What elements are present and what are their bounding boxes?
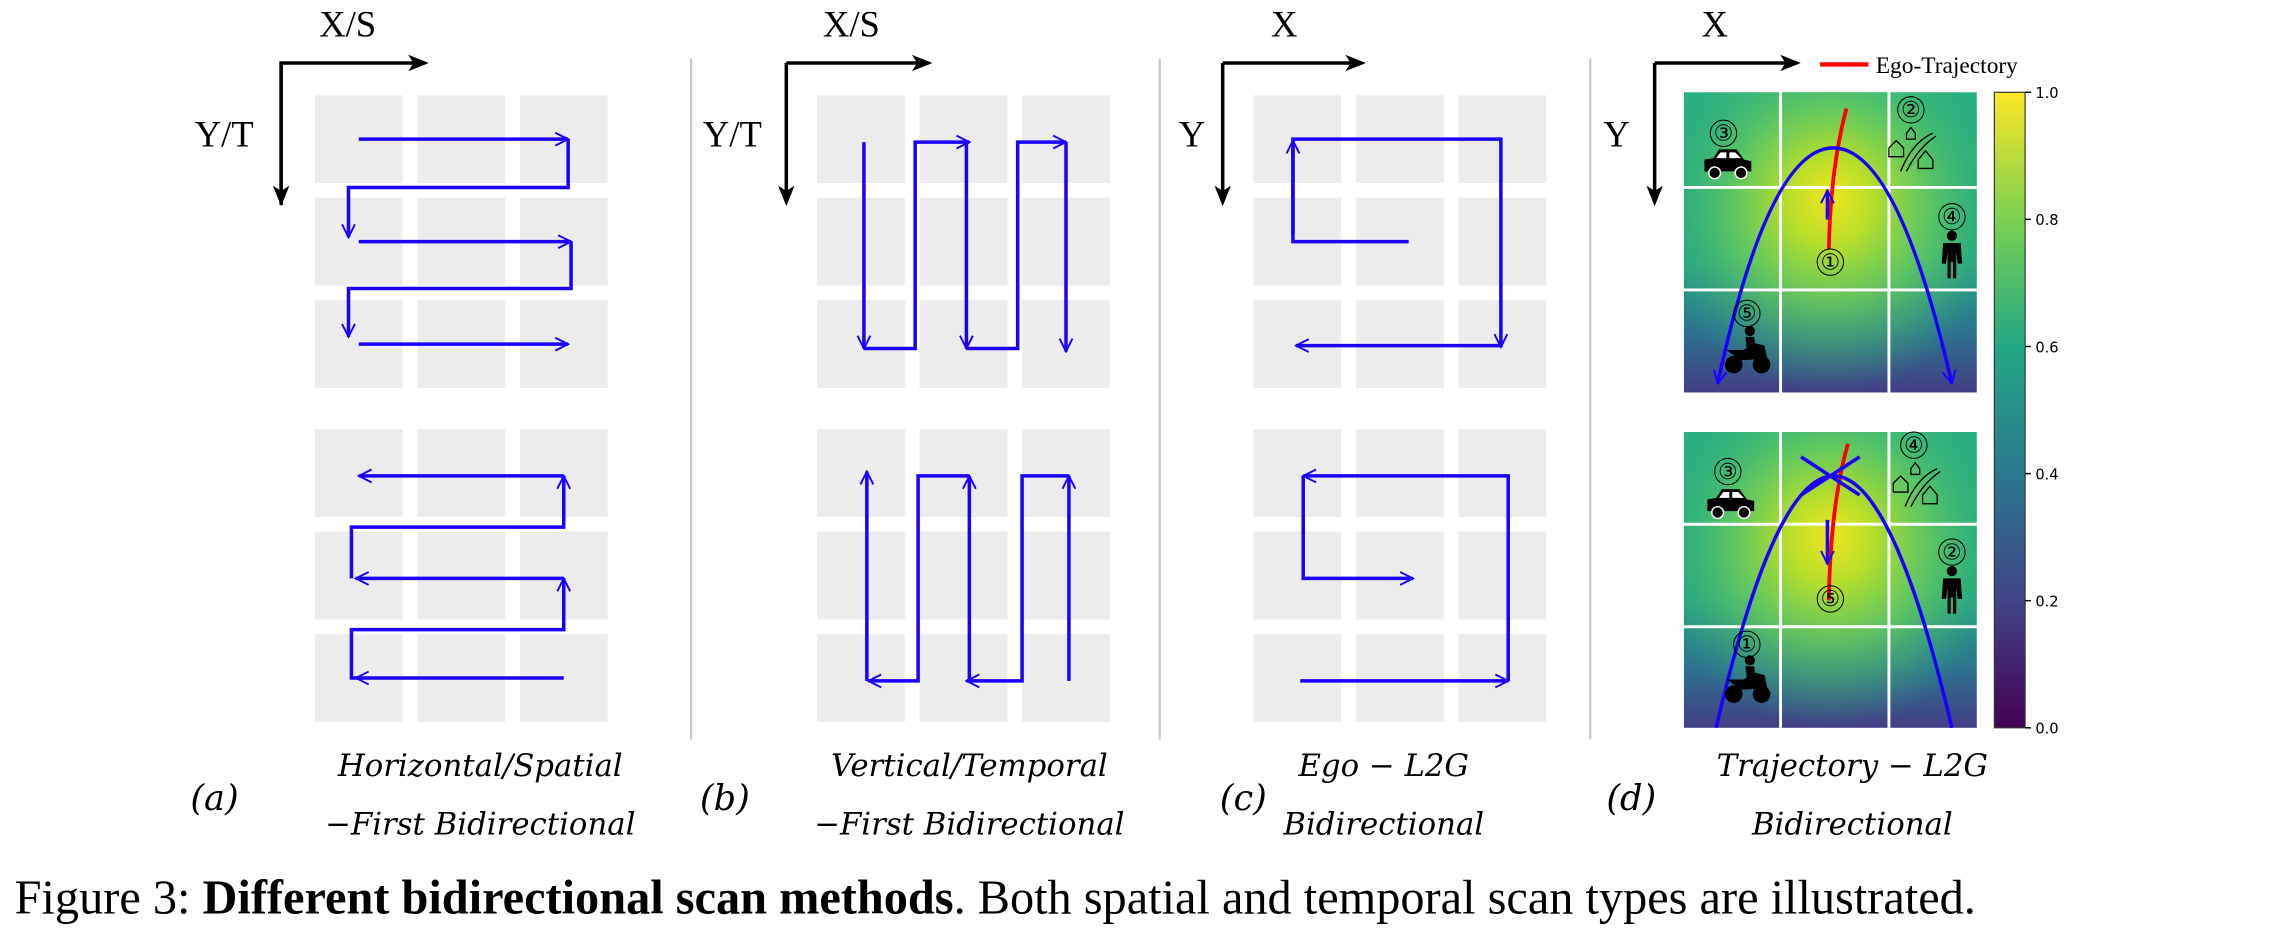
- y-axis-label: Y/T: [703, 113, 762, 154]
- ego-trajectory: [1826, 443, 1850, 601]
- panel-label: (c): [1220, 778, 1267, 819]
- object-3: ③: [1703, 119, 1753, 180]
- colorbar-tick-label: 0.0: [2035, 721, 2058, 738]
- grid-temporal: [817, 429, 1110, 722]
- colorbar-tick-label: 0.4: [2035, 466, 2058, 483]
- scan-forward: [864, 142, 1066, 351]
- svg-text:④: ④: [1942, 205, 1962, 230]
- colorbar-tick-label: 0.6: [2035, 339, 2058, 356]
- svg-text:③: ③: [1714, 122, 1734, 147]
- legend-label: Ego-Trajectory: [1876, 53, 2018, 79]
- object-3: ③: [1706, 457, 1755, 520]
- caption-line-1: Vertical/Temporal: [831, 748, 1108, 784]
- object-2: ②: [1888, 96, 1937, 173]
- svg-text:⑤: ⑤: [1737, 302, 1757, 327]
- caption-line-2: Bidirectional: [1282, 807, 1484, 843]
- grid-temporal: [1253, 429, 1547, 722]
- panel-label: (a): [190, 778, 238, 819]
- colorbar-tick-label: 1.0: [2035, 85, 2058, 102]
- panel-d: X Y Ego-Trajectory ③ ② ④ ① ⑤: [1603, 4, 2058, 843]
- l2g-scan-arc: [1718, 146, 1834, 384]
- grid-temporal: [314, 429, 608, 722]
- caption-line-1: Trajectory − L2G: [1717, 748, 1988, 784]
- axes: X Y: [1179, 4, 1366, 207]
- svg-text:③: ③: [1718, 460, 1738, 485]
- scan-backward: [349, 476, 563, 678]
- object-1: ①: [1724, 630, 1771, 703]
- panel-c: X Y (c) Ego − L2G Bidirectional: [1179, 4, 1547, 843]
- colorbar: 1.0 0.8 0.6 0.4 0.2 0.0: [1993, 85, 2059, 738]
- y-axis-label: Y/T: [195, 113, 254, 154]
- x-axis-label: X/S: [319, 4, 376, 45]
- scan-forward: [349, 139, 573, 344]
- panel-label: (d): [1606, 778, 1656, 819]
- caption-line-2: Bidirectional: [1751, 807, 1953, 843]
- svg-text:②: ②: [1901, 98, 1921, 123]
- y-axis-label: Y: [1603, 113, 1629, 154]
- axes: X Y: [1603, 4, 1801, 207]
- scan-ego-forward: [1293, 137, 1501, 347]
- svg-text:①: ①: [1737, 633, 1757, 658]
- object-4: ④: [1938, 203, 1966, 279]
- scan-ego-backward: [1300, 476, 1510, 681]
- x-axis-label: X: [1702, 4, 1728, 45]
- panel-b: X/S Y/T (b) Vertical/Temporal: [700, 4, 1125, 843]
- heatmap-temporal: ③ ④ ② ⑤ ①: [1683, 431, 1977, 729]
- object-5: ⑤: [1724, 299, 1771, 374]
- caption-line-2: −First Bidirectional: [814, 807, 1124, 843]
- axes: X/S Y/T: [195, 4, 429, 207]
- colorbar-tick-label: 0.8: [2035, 212, 2058, 229]
- panel-a: X/S Y/T (a) Horizontal/Spatia: [190, 4, 635, 843]
- axes: X/S Y/T: [703, 4, 933, 207]
- caption-line-2: −First Bidirectional: [325, 807, 635, 843]
- y-axis-label: Y: [1179, 113, 1205, 154]
- svg-text:④: ④: [1904, 434, 1924, 459]
- object-5: ⑤: [1816, 585, 1845, 613]
- svg-text:①: ①: [1821, 250, 1841, 275]
- caption-line-1: Ego − L2G: [1297, 748, 1469, 784]
- heatmap-spatial: ③ ② ④ ① ⑤: [1683, 92, 1977, 393]
- object-1: ①: [1816, 248, 1845, 276]
- x-axis-label: X/S: [823, 4, 880, 45]
- object-2: ②: [1938, 538, 1966, 614]
- l2g-scan-arc: [1714, 474, 1954, 729]
- legend: Ego-Trajectory: [1820, 53, 2018, 79]
- cross-mark: [1800, 455, 1861, 497]
- svg-text:⑤: ⑤: [1821, 587, 1841, 612]
- ego-trajectory: [1826, 107, 1849, 249]
- panel-label: (b): [700, 778, 750, 819]
- x-axis-label: X: [1271, 4, 1297, 45]
- figure-caption: Figure 3: Different bidirectional scan m…: [15, 872, 1976, 925]
- svg-text:②: ②: [1942, 540, 1962, 565]
- colorbar-tick-label: 0.2: [2035, 594, 2058, 611]
- scan-backward: [867, 472, 1069, 681]
- caption-line-1: Horizontal/Spatial: [337, 748, 623, 784]
- object-4: ④: [1892, 431, 1941, 508]
